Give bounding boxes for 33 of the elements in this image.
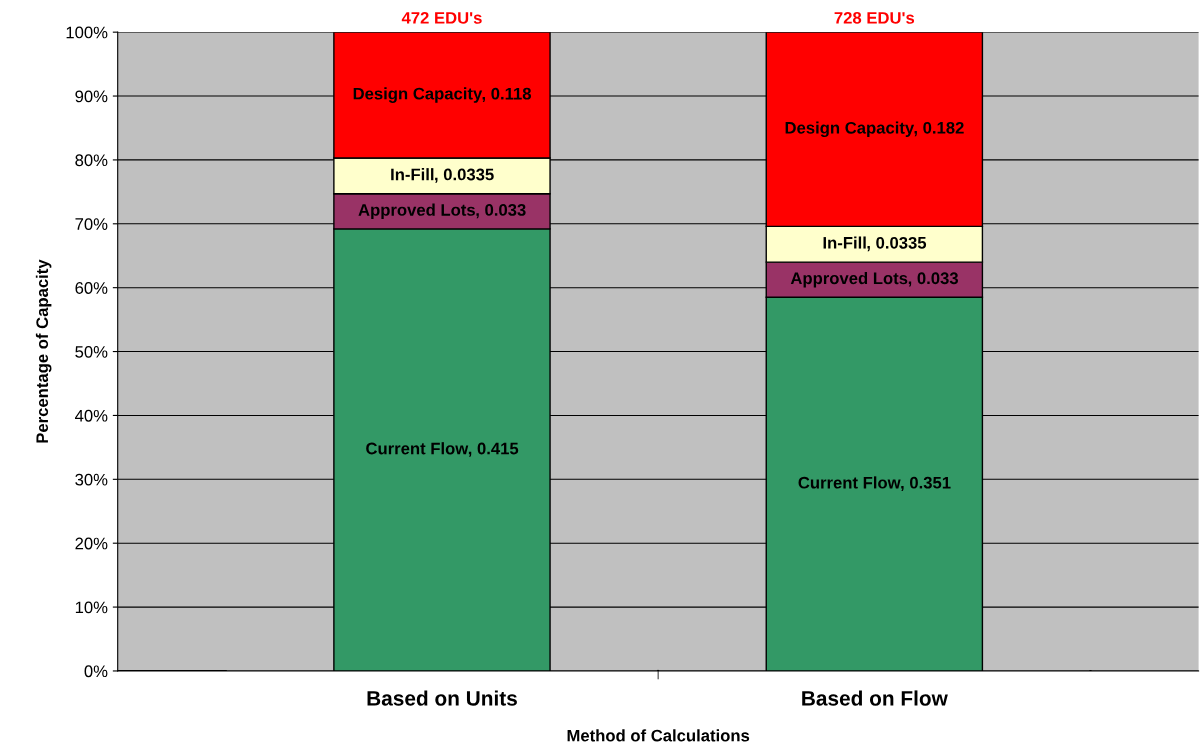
text: Design Capacity (353, 87, 483, 103)
y-tick-label: 90% (75, 90, 108, 103)
annotation: , 0.182 (914, 121, 964, 137)
series-label: Design Capacity (785, 121, 915, 138)
y-tick-label: 60% (75, 282, 108, 294)
y-tick-label: 100% (66, 26, 108, 39)
annotation: , 0.033 (476, 204, 526, 219)
text: Approved Lots (790, 271, 908, 288)
y-tick-label: 80% (75, 154, 108, 167)
text: 472 EDU's (401, 11, 482, 24)
y-tick-label: 70% (75, 218, 108, 230)
series-label: Current Flow (366, 442, 469, 455)
text: 728 EDU's (834, 11, 915, 24)
y-tick-label: 10% (75, 601, 108, 614)
series-label: Approved Lots (358, 203, 475, 220)
series-label: In-Fill (823, 236, 866, 249)
text: In-Fill (391, 168, 434, 181)
text: Current Flow (798, 476, 901, 489)
annotation: , 0.0335 (867, 236, 927, 252)
y-axis-title: Percentage of Capacity (35, 259, 52, 443)
x-tick-label: Based on Flow (802, 690, 948, 706)
x-tick-label: Based on Units (367, 690, 517, 706)
y-tick-label: 30% (75, 473, 108, 486)
y-tick-label: 40% (75, 409, 108, 422)
y-tick-label: 0% (84, 665, 108, 678)
annotation: , 0.351 (901, 476, 951, 491)
annotation: , 0.033 (908, 272, 959, 287)
annotation: , 0.0335 (435, 168, 494, 183)
y-tick-label: 20% (75, 537, 108, 550)
x-axis-title: Method of Calculations (567, 729, 750, 742)
annotation: , 0.415 (468, 442, 519, 457)
y-tick-label: 50% (75, 345, 108, 358)
annotation: , 0.118 (482, 87, 532, 102)
